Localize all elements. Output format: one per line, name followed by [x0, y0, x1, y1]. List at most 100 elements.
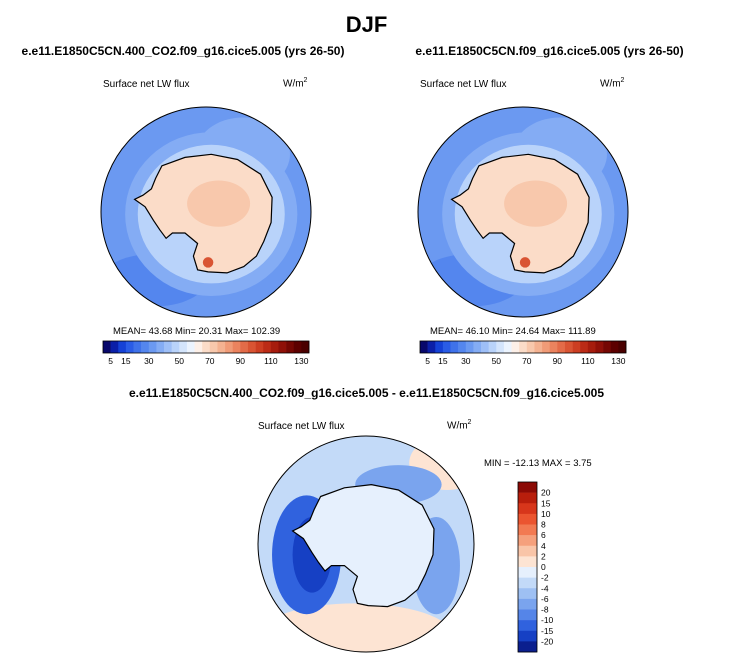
colorbar-box: [518, 598, 537, 610]
panel-2-stats: MEAN= 46.10 Min= 24.64 Max= 111.89: [430, 326, 596, 337]
colorbar-box: [518, 492, 537, 504]
colorbar-outline: [517, 481, 538, 653]
colorbar-box: [518, 620, 537, 632]
colorbar-tick-label: 8: [541, 520, 546, 530]
colorbar-box: [580, 341, 589, 353]
colorbar-tick-label: 5: [425, 356, 430, 366]
colorbar-box: [618, 341, 627, 353]
colorbar-tick-label: 110: [264, 356, 278, 366]
colorbar-box: [247, 341, 256, 353]
colorbar-box: [473, 341, 482, 353]
colorbar-box: [202, 341, 211, 353]
map-field-1: [418, 107, 628, 317]
panel-2-case-title: e.e11.E1850C5CN.f09_g16.cice5.005 (yrs 2…: [415, 44, 684, 58]
colorbar-box: [518, 641, 537, 653]
continent-warm-0: [187, 180, 251, 227]
colorbar-box: [240, 341, 249, 353]
colorbar-box: [503, 341, 512, 353]
colorbar-tick-label: -4: [541, 583, 549, 593]
diff-field-label: Surface net LW flux: [258, 421, 345, 432]
colorbar-box: [518, 630, 537, 642]
colorbar-box: [141, 341, 150, 353]
diff-units: W/m2: [447, 419, 472, 432]
colorbar-box: [518, 588, 537, 600]
colorbar-box: [255, 341, 264, 353]
colorbar-box: [286, 341, 295, 353]
colorbar-box: [125, 341, 134, 353]
colorbar-box: [518, 503, 537, 515]
colorbar-box: [171, 341, 180, 353]
colorbar-box: [496, 341, 505, 353]
colorbar-tick-label: -2: [541, 573, 549, 583]
panel-1-stats: MEAN= 43.68 Min= 20.31 Max= 102.39: [113, 326, 281, 337]
map-border-0: [100, 106, 312, 318]
colorbar-box: [518, 577, 537, 589]
colorbar-box: [420, 341, 428, 353]
colorbar-box: [465, 341, 474, 353]
colorbar-box: [518, 567, 537, 578]
colorbar-box: [156, 341, 165, 353]
panel-2-units: W/m2: [600, 77, 625, 90]
colorbar-tick-label: 30: [461, 356, 471, 366]
colorbar-tick-label: 10: [541, 509, 551, 519]
colorbar-box: [118, 341, 127, 353]
colorbar-box: [232, 341, 241, 353]
colorbar-tick-label: 110: [581, 356, 595, 366]
colorbar-tick-label: 0: [541, 562, 546, 572]
colorbar-outline: [419, 340, 627, 354]
colorbar-tick-label: -10: [541, 615, 554, 625]
colorbar-tick-label: 15: [121, 356, 131, 366]
colorbar-box: [488, 341, 497, 353]
map-field-2: [258, 436, 474, 652]
colorbar-box: [442, 341, 451, 353]
colorbar-box: [518, 524, 537, 536]
colorbar-tick-label: 50: [175, 356, 185, 366]
colorbar-box: [225, 341, 233, 353]
colorbar-0: 5 15 30 50 70 90 110 130: [102, 340, 310, 366]
coastline-2: [291, 483, 435, 608]
colorbar-box: [610, 341, 619, 353]
map-field-0: [101, 107, 311, 317]
colorbar-tick-label: -20: [541, 636, 554, 646]
colorbar-box: [518, 535, 537, 547]
colorbar-tick-label: -15: [541, 626, 554, 636]
coastline-1: [450, 153, 590, 274]
polar-map-1: [417, 106, 629, 318]
colorbar-tick-label: 4: [541, 541, 546, 551]
colorbar-tick-label: 15: [541, 498, 551, 508]
colorbar-box: [301, 341, 310, 353]
colorbar-tick-label: 50: [492, 356, 502, 366]
panel-1-units: W/m2: [283, 77, 308, 90]
coastline-0: [133, 153, 273, 274]
colorbar-box: [458, 341, 467, 353]
colorbar-box: [572, 341, 581, 353]
colorbar-box: [564, 341, 573, 353]
colorbar-box: [549, 341, 558, 353]
colorbar-box: [263, 341, 272, 353]
panel-1-field-label: Surface net LW flux: [103, 79, 190, 90]
colorbar-box: [534, 341, 543, 353]
colorbar-tick-label: -6: [541, 594, 549, 604]
colorbar-box: [164, 341, 172, 353]
colorbar-box: [542, 341, 550, 353]
colorbar-box: [103, 341, 111, 353]
colorbar-box: [595, 341, 604, 353]
season-title: DJF: [345, 12, 388, 37]
map-border-1: [417, 106, 629, 318]
colorbar-tick-label: 6: [541, 530, 546, 540]
colorbar-box: [518, 513, 537, 525]
colorbar-box: [293, 341, 302, 353]
colorbar-1: 5 15 30 50 70 90 110 130: [419, 340, 627, 366]
diff-stats: MIN = -12.13 MAX = 3.75: [484, 458, 592, 469]
colorbar-tick-label: 130: [294, 356, 308, 366]
colorbar-tick-label: 130: [611, 356, 625, 366]
colorbar-box: [270, 341, 279, 353]
polar-map-0: [100, 106, 312, 318]
continent-field-2: [292, 484, 434, 607]
colorbar-outline: [102, 340, 310, 354]
colorbar-box: [557, 341, 566, 353]
colorbar-box: [587, 341, 596, 353]
colorbar-box: [217, 341, 226, 353]
